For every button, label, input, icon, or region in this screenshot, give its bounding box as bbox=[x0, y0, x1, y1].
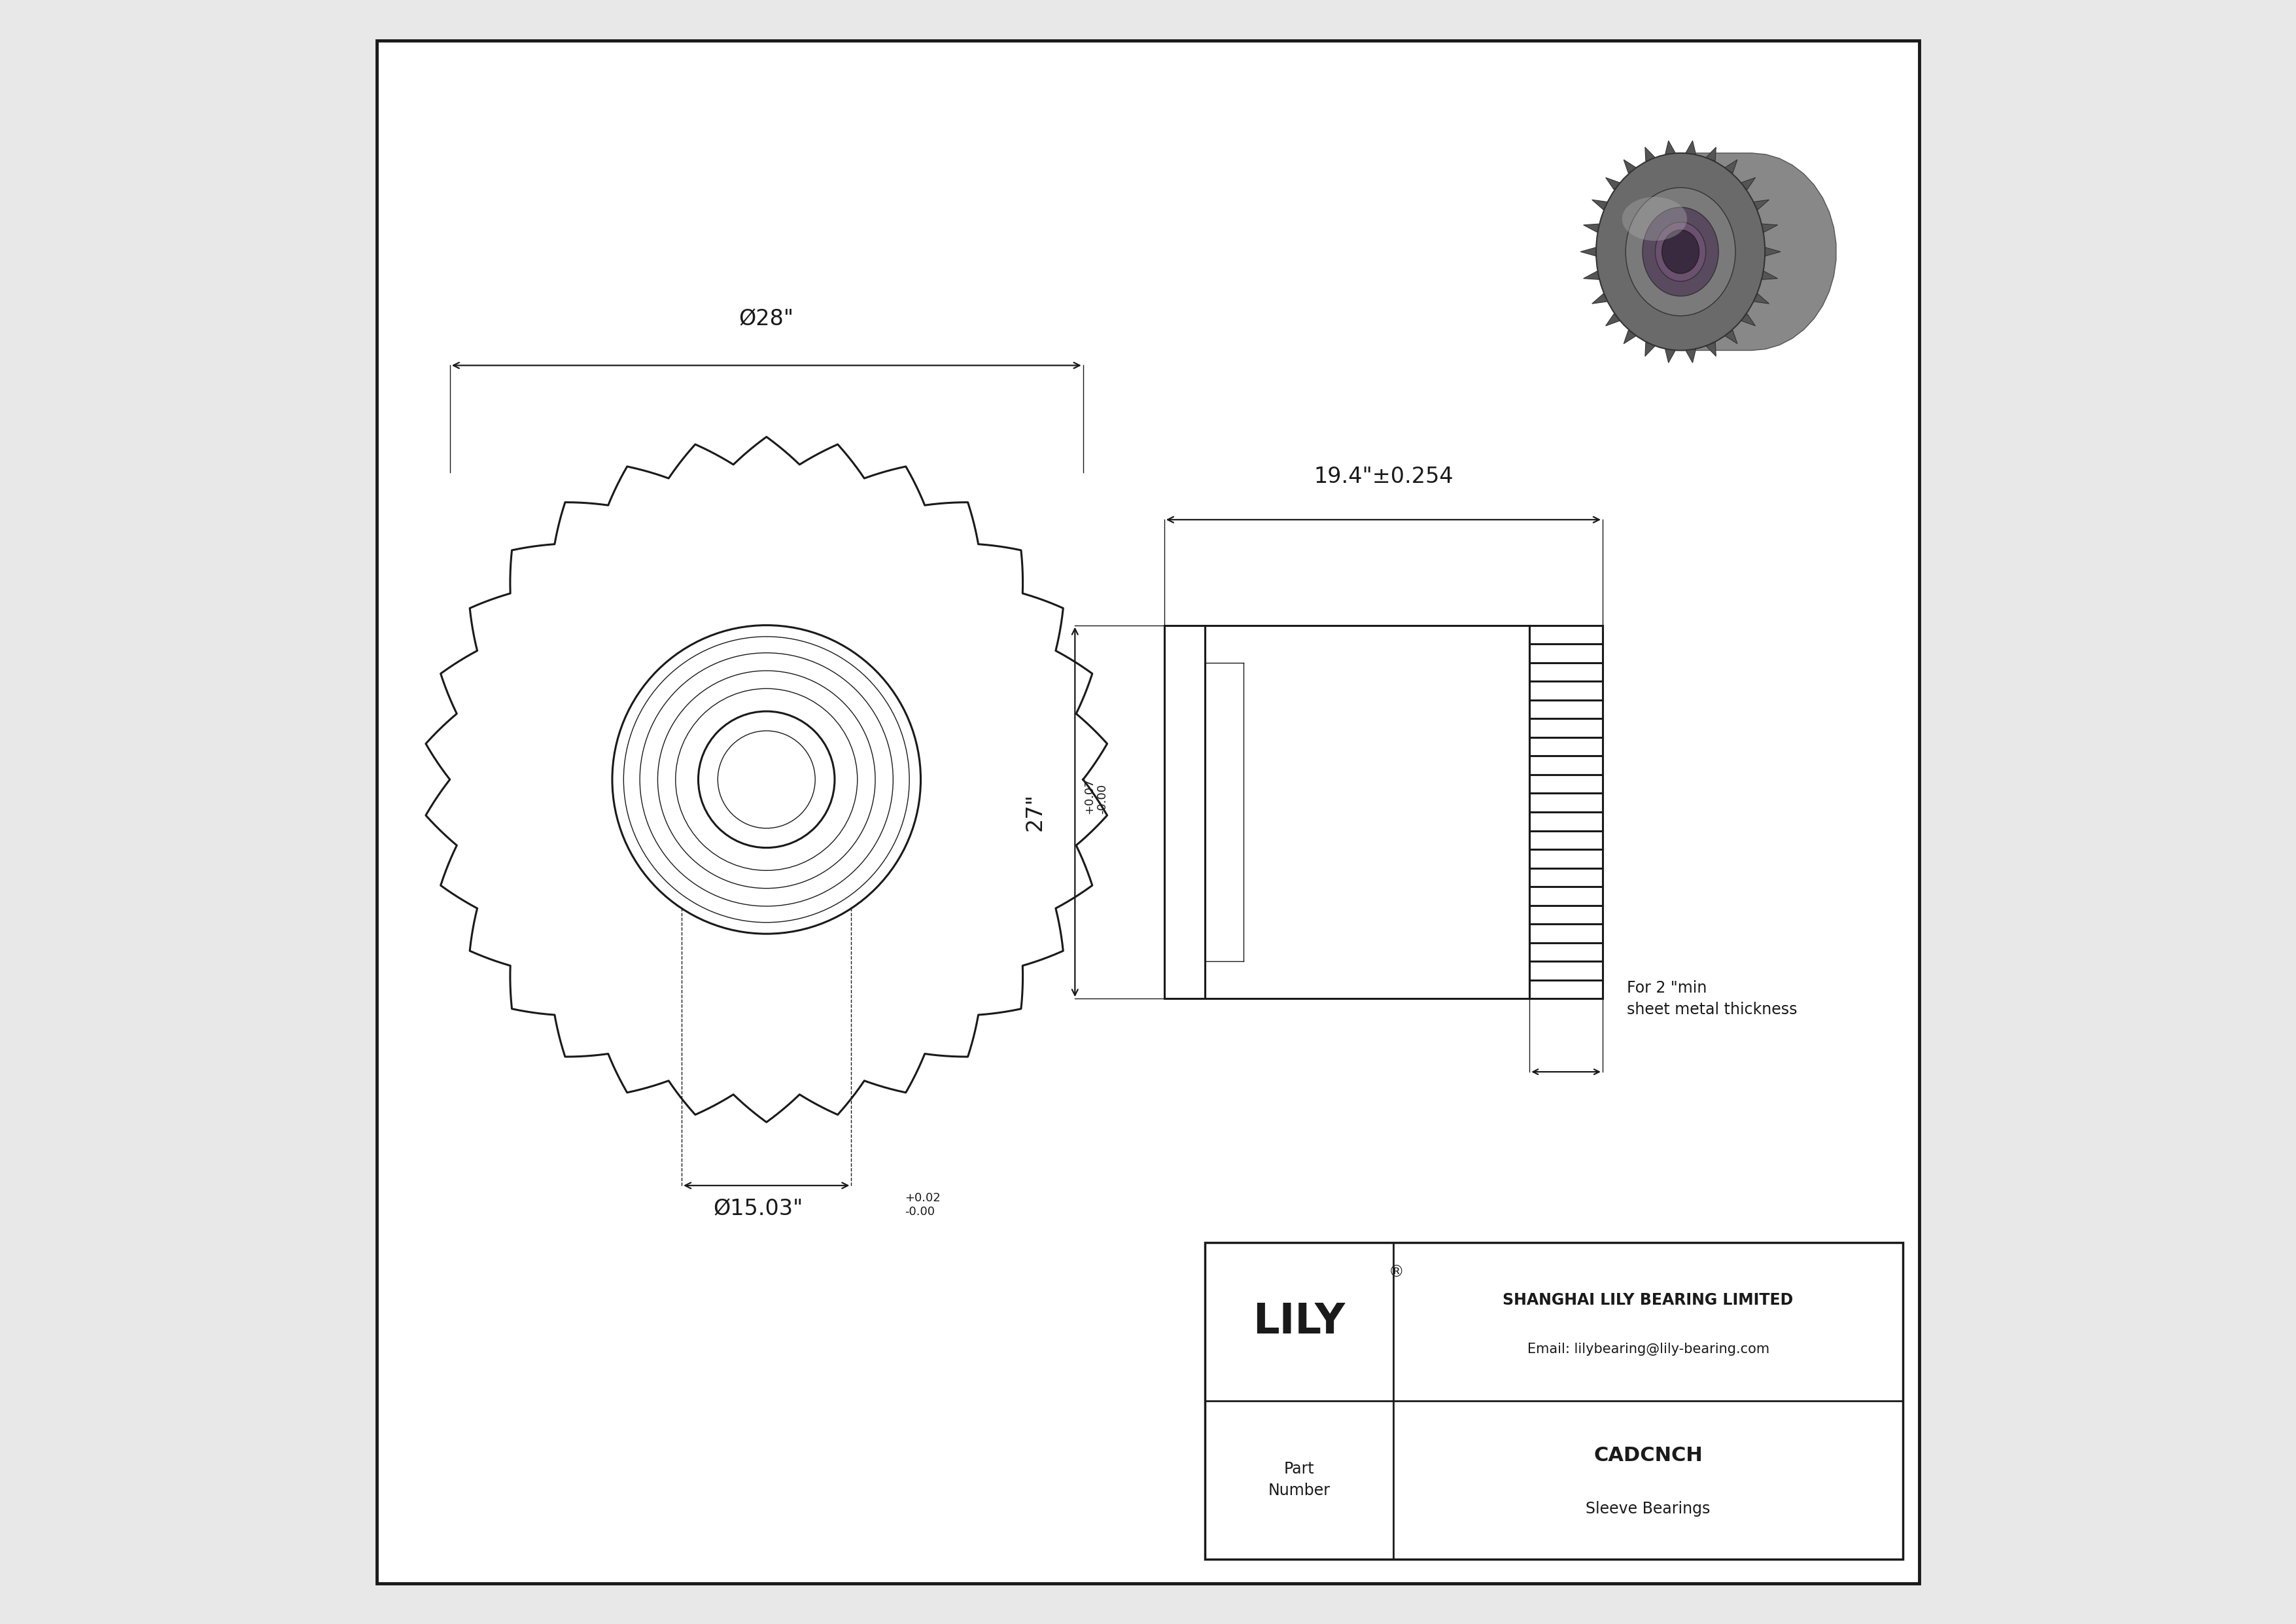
Circle shape bbox=[613, 625, 921, 934]
Text: Ø15.03": Ø15.03" bbox=[714, 1199, 804, 1220]
Polygon shape bbox=[1766, 247, 1779, 257]
Text: Sleeve Bearings: Sleeve Bearings bbox=[1587, 1501, 1711, 1517]
Bar bbox=[1205, 625, 1529, 999]
Polygon shape bbox=[1605, 177, 1621, 190]
Polygon shape bbox=[1623, 159, 1637, 174]
Text: LILY: LILY bbox=[1254, 1301, 1345, 1341]
Polygon shape bbox=[1644, 148, 1655, 161]
Text: Ø28": Ø28" bbox=[739, 309, 794, 330]
Polygon shape bbox=[1706, 343, 1715, 356]
Text: Email: lilybearing@lily-bearing.com: Email: lilybearing@lily-bearing.com bbox=[1527, 1343, 1770, 1356]
Polygon shape bbox=[1761, 224, 1777, 232]
Polygon shape bbox=[1623, 330, 1637, 344]
Ellipse shape bbox=[1621, 197, 1688, 240]
Polygon shape bbox=[1644, 343, 1655, 356]
Polygon shape bbox=[1740, 313, 1756, 326]
Bar bbox=[1164, 625, 1205, 999]
Polygon shape bbox=[1580, 247, 1596, 257]
Text: Part
Number: Part Number bbox=[1267, 1462, 1329, 1499]
Polygon shape bbox=[1591, 294, 1607, 304]
Polygon shape bbox=[1584, 271, 1600, 279]
Text: CADCNCH: CADCNCH bbox=[1593, 1445, 1704, 1465]
Text: +0.07
-0.00: +0.07 -0.00 bbox=[1084, 778, 1109, 814]
Polygon shape bbox=[1665, 349, 1676, 362]
Polygon shape bbox=[1584, 224, 1600, 232]
Text: 27": 27" bbox=[1024, 793, 1045, 831]
Text: SHANGHAI LILY BEARING LIMITED: SHANGHAI LILY BEARING LIMITED bbox=[1504, 1293, 1793, 1309]
Bar bbox=[1205, 1242, 1903, 1559]
Polygon shape bbox=[1605, 313, 1621, 326]
Polygon shape bbox=[1591, 200, 1607, 209]
Polygon shape bbox=[1740, 177, 1756, 190]
Circle shape bbox=[698, 711, 836, 848]
Polygon shape bbox=[1665, 141, 1676, 154]
Text: +0.02
-0.00: +0.02 -0.00 bbox=[905, 1192, 941, 1218]
Polygon shape bbox=[1752, 200, 1770, 209]
Polygon shape bbox=[1761, 271, 1777, 279]
Polygon shape bbox=[1685, 349, 1697, 362]
Polygon shape bbox=[1724, 159, 1738, 174]
Circle shape bbox=[719, 731, 815, 828]
Ellipse shape bbox=[1596, 153, 1766, 351]
Polygon shape bbox=[1706, 148, 1715, 161]
Polygon shape bbox=[1685, 141, 1697, 154]
Text: For 2 "min
sheet metal thickness: For 2 "min sheet metal thickness bbox=[1628, 979, 1798, 1018]
Ellipse shape bbox=[1626, 188, 1736, 315]
Text: 19.4"±0.254: 19.4"±0.254 bbox=[1313, 466, 1453, 487]
Polygon shape bbox=[1724, 330, 1738, 344]
Polygon shape bbox=[1681, 153, 1837, 351]
Polygon shape bbox=[1752, 294, 1770, 304]
Text: ®: ® bbox=[1389, 1265, 1403, 1281]
Polygon shape bbox=[425, 437, 1107, 1122]
Ellipse shape bbox=[1655, 222, 1706, 281]
Ellipse shape bbox=[1642, 208, 1717, 296]
Ellipse shape bbox=[1662, 231, 1699, 273]
